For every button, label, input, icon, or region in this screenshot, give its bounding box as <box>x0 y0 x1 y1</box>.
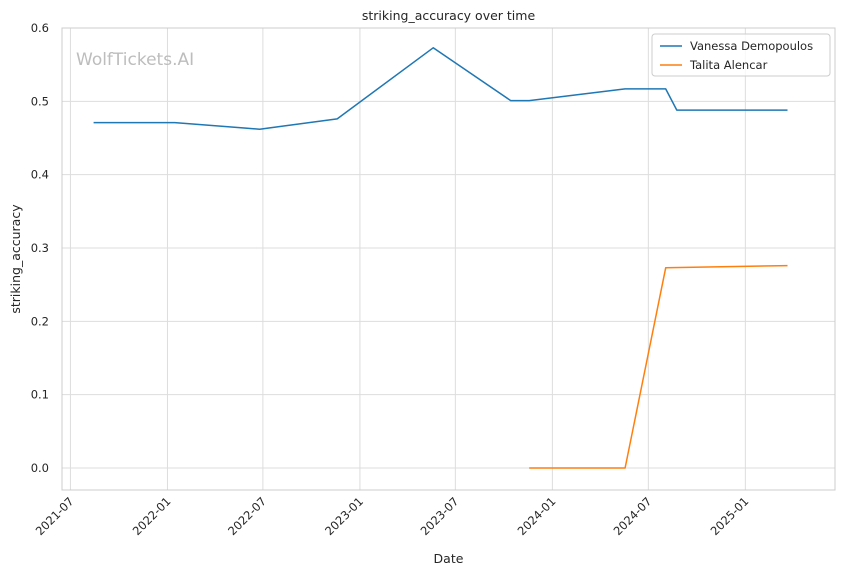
chart-title: striking_accuracy over time <box>362 8 536 23</box>
y-tick-label: 0.3 <box>31 241 49 255</box>
series-line-1 <box>529 264 788 469</box>
x-tick-label: 2024-01 <box>515 494 559 538</box>
plot-area-frame <box>61 27 836 491</box>
y-tick-label: 0.2 <box>31 314 49 328</box>
y-tick-label: 0.6 <box>31 21 49 35</box>
grid-lines <box>62 27 835 490</box>
x-tick-label: 2022-01 <box>130 494 174 538</box>
y-tick-label: 0.0 <box>31 461 49 475</box>
y-tick-label: 0.4 <box>31 168 49 182</box>
x-tick-label: 2025-01 <box>708 494 752 538</box>
series-lines <box>93 47 788 469</box>
legend-label-1: Talita Alencar <box>689 58 768 72</box>
watermark-text: WolfTickets.AI <box>76 50 194 70</box>
axis-ticks: 0.0 0.1 0.2 0.3 0.4 0.5 0.6 2021-07 2022-01 2022-… <box>31 21 752 538</box>
y-tick-label: 0.5 <box>31 94 49 108</box>
legend: Vanessa Demopoulos Talita Alencar <box>651 33 831 77</box>
y-axis-label: striking_accuracy <box>8 204 23 314</box>
x-axis-label: Date <box>434 551 464 566</box>
x-tick-label: 2022-07 <box>225 494 269 538</box>
x-tick-label: 2023-07 <box>418 494 462 538</box>
x-tick-label: 2021-07 <box>33 494 77 538</box>
series-line-0 <box>93 47 788 130</box>
y-tick-label: 0.1 <box>31 388 49 402</box>
x-tick-label: 2023-01 <box>322 494 366 538</box>
x-tick-label: 2024-07 <box>611 494 655 538</box>
legend-label-0: Vanessa Demopoulos <box>690 39 813 53</box>
legend-box <box>651 33 831 77</box>
